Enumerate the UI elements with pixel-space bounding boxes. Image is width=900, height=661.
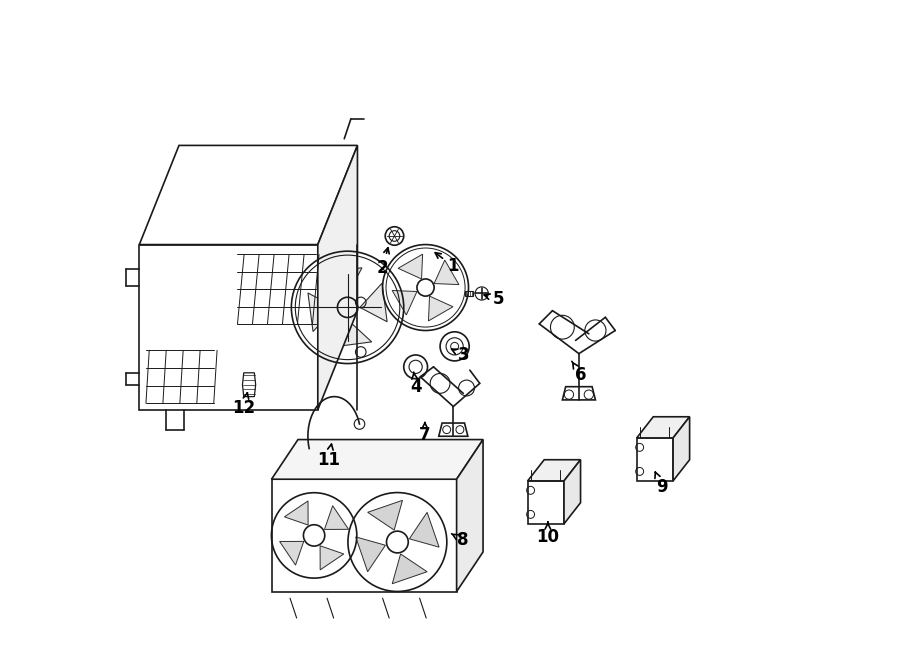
- Polygon shape: [140, 145, 357, 245]
- Polygon shape: [428, 296, 453, 321]
- Polygon shape: [392, 554, 427, 584]
- Polygon shape: [242, 373, 256, 397]
- Polygon shape: [320, 546, 344, 570]
- Text: 3: 3: [452, 346, 469, 364]
- Polygon shape: [318, 145, 357, 410]
- Polygon shape: [564, 460, 580, 524]
- Polygon shape: [308, 293, 335, 332]
- Polygon shape: [636, 416, 689, 438]
- Polygon shape: [323, 268, 362, 295]
- Polygon shape: [410, 512, 439, 547]
- Polygon shape: [398, 254, 423, 279]
- Text: 5: 5: [484, 290, 504, 309]
- Polygon shape: [392, 290, 417, 315]
- Text: 10: 10: [536, 522, 559, 546]
- Polygon shape: [368, 500, 402, 530]
- Polygon shape: [673, 416, 689, 481]
- Text: 2: 2: [377, 248, 389, 277]
- Polygon shape: [333, 320, 372, 347]
- Polygon shape: [465, 291, 473, 296]
- Text: 4: 4: [410, 372, 421, 396]
- Text: 6: 6: [572, 362, 587, 385]
- Polygon shape: [284, 501, 308, 525]
- Text: 11: 11: [317, 444, 340, 469]
- Polygon shape: [325, 506, 348, 529]
- Polygon shape: [527, 460, 580, 481]
- Text: 12: 12: [232, 393, 256, 417]
- Text: 8: 8: [452, 531, 468, 549]
- Text: 7: 7: [419, 422, 431, 444]
- Polygon shape: [272, 440, 483, 479]
- Text: 9: 9: [655, 472, 667, 496]
- Polygon shape: [434, 260, 459, 285]
- Polygon shape: [456, 440, 483, 592]
- Polygon shape: [356, 537, 385, 572]
- Polygon shape: [280, 541, 303, 565]
- Text: 1: 1: [436, 253, 459, 276]
- Polygon shape: [360, 283, 387, 322]
